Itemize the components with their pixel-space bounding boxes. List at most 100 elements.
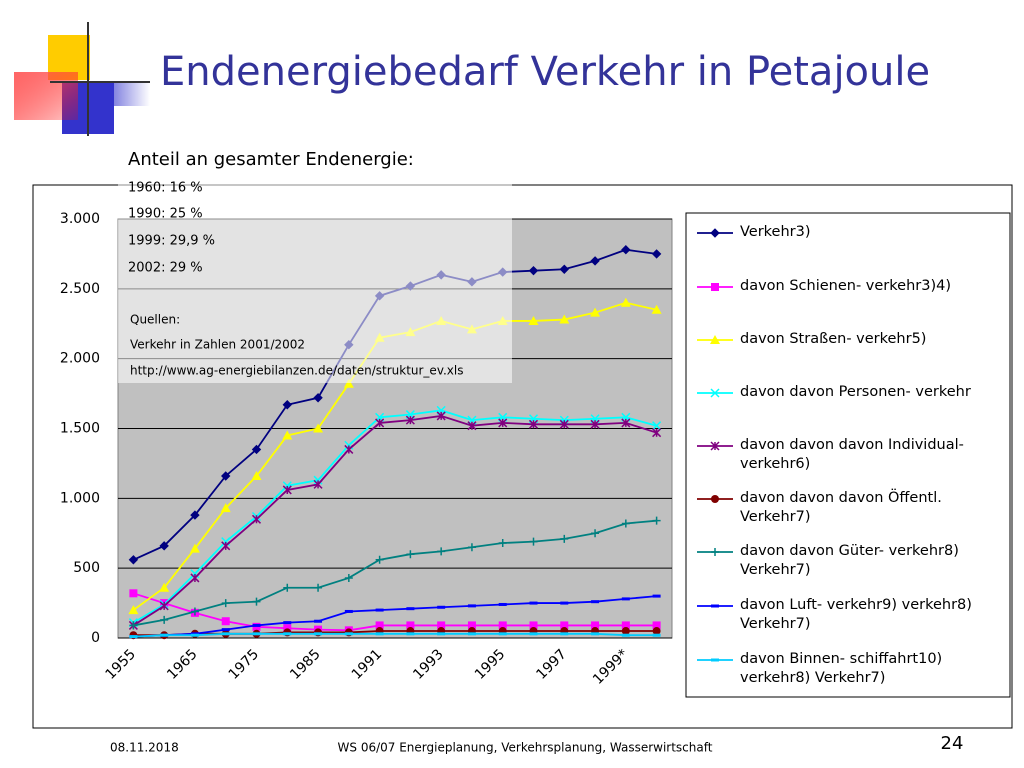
marker <box>313 475 323 485</box>
marker <box>590 307 601 317</box>
marker <box>313 479 323 489</box>
marker <box>159 541 169 551</box>
marker <box>283 583 292 592</box>
legend-label: davon davon Güter- verkehr8) Verkehr7) <box>740 543 959 578</box>
marker <box>559 415 569 425</box>
sources-heading: Quellen: <box>130 313 180 327</box>
marker <box>711 495 719 503</box>
marker <box>221 599 230 608</box>
marker <box>128 605 139 615</box>
marker <box>437 547 446 556</box>
marker <box>467 421 477 431</box>
legend-label: davon Luft- verkehr9) verkehr8) Verkehr7… <box>740 597 972 632</box>
y-tick-label: 2.500 <box>60 281 100 297</box>
marker <box>652 627 661 636</box>
marker <box>282 485 292 495</box>
legend-label: davon Straßen- verkehr5) <box>740 331 927 347</box>
y-tick-label: 1.000 <box>60 490 100 506</box>
marker <box>190 573 200 583</box>
marker <box>375 555 384 564</box>
marker <box>344 573 353 582</box>
marker <box>129 621 138 630</box>
marker <box>221 471 231 481</box>
marker <box>620 297 631 307</box>
marker <box>652 428 662 438</box>
marker <box>591 621 600 630</box>
marker <box>559 264 569 274</box>
note-box <box>118 183 512 383</box>
marker <box>651 249 662 259</box>
marker <box>313 393 323 403</box>
marker <box>559 314 570 324</box>
marker <box>251 444 262 455</box>
marker <box>711 283 719 291</box>
marker <box>529 621 538 630</box>
marker <box>621 627 630 636</box>
marker <box>528 265 539 276</box>
marker <box>591 529 600 538</box>
source: Verkehr in Zahlen 2001/2002 <box>130 338 305 352</box>
legend-label: davon Binnen- schiffahrt10) verkehr8) Ve… <box>740 651 943 686</box>
footer-date: 08.11.2018 <box>110 741 179 755</box>
legend-label: davon davon Personen- verkehr <box>740 384 971 400</box>
marker <box>498 621 507 630</box>
marker <box>314 583 323 592</box>
marker <box>189 543 200 553</box>
marker <box>190 607 199 616</box>
note-line: 1999: 29,9 % <box>128 234 215 249</box>
legend-label: davon davon davon Individual- verkehr6) <box>740 437 964 472</box>
series-line <box>132 415 657 627</box>
marker <box>283 624 292 633</box>
marker <box>129 589 138 598</box>
series-line <box>133 519 657 627</box>
legend-label: davon Schienen- verkehr3)4) <box>740 278 951 294</box>
marker <box>405 415 415 425</box>
marker <box>652 421 662 431</box>
marker <box>652 516 661 525</box>
marker <box>406 621 415 630</box>
marker <box>559 419 569 429</box>
footer-text: WS 06/07 Energieplanung, Verkehrsplanung… <box>338 741 713 755</box>
legend-label: Verkehr3) <box>740 224 811 240</box>
marker <box>375 418 385 428</box>
series-line <box>132 409 657 624</box>
marker <box>344 444 354 454</box>
note-heading: Anteil an gesamter Endenergie: <box>128 149 414 170</box>
marker <box>282 430 293 440</box>
y-tick-label: 500 <box>73 560 100 576</box>
marker <box>710 441 720 451</box>
marker <box>467 621 476 630</box>
marker <box>590 256 600 266</box>
marker <box>406 550 415 559</box>
y-tick-label: 3.000 <box>60 211 100 227</box>
legend-label: davon davon davon Öffentl. Verkehr7) <box>740 490 942 525</box>
marker <box>710 388 720 398</box>
marker <box>528 419 539 429</box>
marker <box>467 543 476 552</box>
marker <box>621 245 631 255</box>
series-line <box>133 632 657 638</box>
marker <box>437 621 446 630</box>
marker <box>651 304 662 314</box>
marker <box>710 228 720 238</box>
series-line <box>133 592 657 632</box>
marker <box>621 418 631 428</box>
marker <box>560 534 569 543</box>
marker <box>436 411 446 421</box>
series-line <box>133 595 657 638</box>
slide-title: Endenergiebedarf Verkehr in Petajoule <box>160 49 930 95</box>
marker <box>621 621 630 630</box>
marker <box>560 621 569 630</box>
marker <box>498 539 507 548</box>
marker <box>160 615 169 624</box>
marker <box>375 621 384 630</box>
note-line: 2002: 29 % <box>128 261 203 276</box>
marker <box>282 400 292 410</box>
marker <box>282 481 292 491</box>
marker <box>221 541 231 551</box>
marker <box>343 378 354 388</box>
marker <box>190 510 200 520</box>
deco <box>90 82 150 106</box>
